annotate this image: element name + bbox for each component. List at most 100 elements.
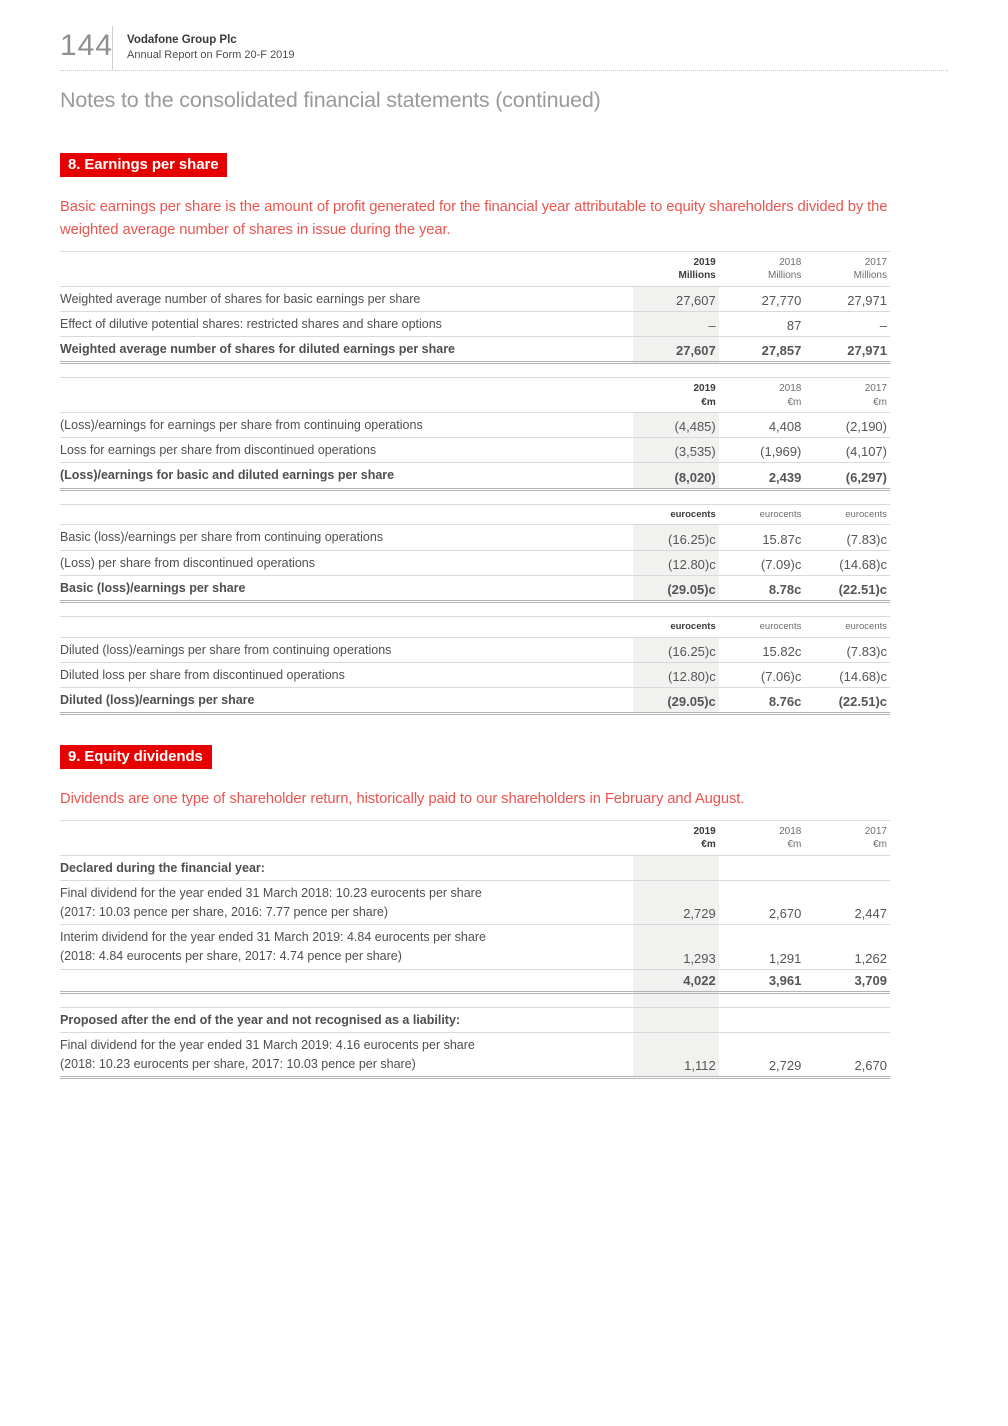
year-label: 2018 xyxy=(779,256,802,268)
value-cell: 2,670 xyxy=(804,1032,890,1079)
value-cell: 15.87c xyxy=(718,524,805,551)
value-cell: (14.68)c xyxy=(804,662,890,688)
unit-label: eurocents xyxy=(670,508,716,520)
unit-label: Millions xyxy=(853,270,887,282)
header-spacer-cell xyxy=(60,503,634,526)
row-label: Diluted (loss)/earnings per share xyxy=(60,687,634,715)
value-cell: (22.51)c xyxy=(804,575,890,603)
value-cell: (7.83)c xyxy=(804,637,890,663)
weighted-shares-table: 2019 Millions 2018 Millions 2017 Million… xyxy=(60,250,890,365)
value-cell: 2,447 xyxy=(804,880,890,926)
table-row: (Loss)/earnings for earnings per share f… xyxy=(60,412,890,439)
row-label: Proposed after the end of the year and n… xyxy=(60,1007,634,1033)
column-header-2018: eurocents xyxy=(718,615,805,638)
row-label: Weighted average number of shares for ba… xyxy=(60,286,634,312)
unit-label: eurocents xyxy=(670,620,716,632)
value-cell: 4,022 xyxy=(633,969,719,994)
diluted-eps-table: eurocents eurocents eurocents Diluted (l… xyxy=(60,615,890,715)
table-row: Final dividend for the year ended 31 Mar… xyxy=(60,880,890,926)
value-cell: 1,112 xyxy=(633,1032,719,1079)
basic-eps-table: eurocents eurocents eurocents Basic (los… xyxy=(60,503,890,603)
column-header-2017: 2017 €m xyxy=(804,377,890,414)
year-label: 2017 xyxy=(864,825,887,837)
section-8-heading: 8. Earnings per share xyxy=(60,153,228,177)
value-cell: (8,020) xyxy=(633,462,719,491)
value-cell: 27,607 xyxy=(633,336,719,365)
value-cell: 2,729 xyxy=(633,880,719,926)
unit-label: Millions xyxy=(678,270,716,282)
value-cell: (6,297) xyxy=(804,462,890,491)
row-label-line-1: Final dividend for the year ended 31 Mar… xyxy=(60,1037,475,1052)
value-cell: (16.25)c xyxy=(633,637,719,663)
value-cell: 27,971 xyxy=(804,336,890,365)
unit-label: eurocents xyxy=(759,508,802,520)
header-spacer-cell xyxy=(60,819,634,856)
declared-total-row: 4,022 3,961 3,709 xyxy=(60,969,890,994)
row-label: Declared during the financial year: xyxy=(60,855,634,882)
section-9-intro: Dividends are one type of shareholder re… xyxy=(60,790,745,807)
header-spacer-cell xyxy=(60,615,634,638)
value-cell: (7.83)c xyxy=(804,524,890,551)
unit-label: eurocents xyxy=(759,620,802,632)
value-cell: (14.68)c xyxy=(804,550,890,576)
value-cell: 27,857 xyxy=(718,336,805,365)
row-label-line-2: (2018: 10.23 eurocents per share, 2017: … xyxy=(60,1056,416,1071)
row-label: Effect of dilutive potential shares: res… xyxy=(60,311,634,338)
proposed-heading-row: Proposed after the end of the year and n… xyxy=(60,1007,890,1033)
year-label: 2017 xyxy=(864,256,887,268)
row-label: (Loss)/earnings for basic and diluted ea… xyxy=(60,462,634,491)
value-cell: (7.06)c xyxy=(718,662,805,688)
table-header-row: 2019 €m 2018 €m 2017 €m xyxy=(60,377,890,414)
table-row: Loss for earnings per share from discont… xyxy=(60,437,890,464)
unit-label: €m xyxy=(873,396,887,408)
value-cell: 3,961 xyxy=(718,969,805,994)
page-title: Notes to the consolidated financial stat… xyxy=(60,88,601,112)
year-label: 2019 xyxy=(693,825,716,837)
column-header-2017: eurocents xyxy=(804,503,890,526)
column-header-2018: eurocents xyxy=(718,503,805,526)
report-name: Annual Report on Form 20-F 2019 xyxy=(127,48,295,61)
table-header-row: eurocents eurocents eurocents xyxy=(60,615,890,638)
value-cell xyxy=(804,1007,890,1033)
row-label: Final dividend for the year ended 31 Mar… xyxy=(60,880,634,926)
header-divider xyxy=(112,26,113,70)
value-cell: 27,971 xyxy=(804,286,890,312)
value-cell xyxy=(804,855,890,882)
unit-label: €m xyxy=(873,839,887,851)
value-cell: (4,107) xyxy=(804,437,890,464)
value-cell: 15.82c xyxy=(718,637,805,663)
row-label-line-1: Interim dividend for the year ended 31 M… xyxy=(60,930,486,945)
row-label-line-2: (2018: 4.84 eurocents per share, 2017: 4… xyxy=(60,949,402,964)
row-label: (Loss)/earnings for earnings per share f… xyxy=(60,412,634,439)
unit-label: eurocents xyxy=(845,508,887,520)
value-cell: – xyxy=(633,311,719,338)
header-rule xyxy=(60,70,948,71)
column-header-2018: 2018 €m xyxy=(718,819,805,856)
value-cell: (29.05)c xyxy=(633,687,719,715)
table-total-row: Diluted (loss)/earnings per share (29.05… xyxy=(60,687,890,715)
value-cell: 8.76c xyxy=(718,687,805,715)
value-cell: 4,408 xyxy=(718,412,805,439)
table-row: Basic (loss)/earnings per share from con… xyxy=(60,524,890,551)
column-header-2019: 2019 Millions xyxy=(633,250,719,287)
value-cell: 2,670 xyxy=(718,880,805,926)
value-cell xyxy=(633,855,719,882)
value-cell: 2,439 xyxy=(718,462,805,491)
row-label: Loss for earnings per share from discont… xyxy=(60,437,634,464)
value-cell: 3,709 xyxy=(804,969,890,994)
section-9-heading: 9. Equity dividends xyxy=(60,744,212,769)
value-cell: 27,607 xyxy=(633,286,719,312)
row-label: Basic (loss)/earnings per share from con… xyxy=(60,524,634,551)
column-header-2018: 2018 Millions xyxy=(718,250,805,287)
section-8-intro: Basic earnings per share is the amount o… xyxy=(60,199,888,238)
value-cell: 1,262 xyxy=(804,924,890,970)
unit-label: €m xyxy=(701,396,716,408)
page-number: 144 xyxy=(60,29,114,62)
value-cell xyxy=(633,1007,719,1033)
declared-heading-row: Declared during the financial year: xyxy=(60,855,890,882)
table-total-row: Basic (loss)/earnings per share (29.05)c… xyxy=(60,575,890,603)
row-label: Final dividend for the year ended 31 Mar… xyxy=(60,1032,634,1079)
value-cell xyxy=(718,1007,805,1033)
value-cell: – xyxy=(804,311,890,338)
value-cell: (16.25)c xyxy=(633,524,719,551)
